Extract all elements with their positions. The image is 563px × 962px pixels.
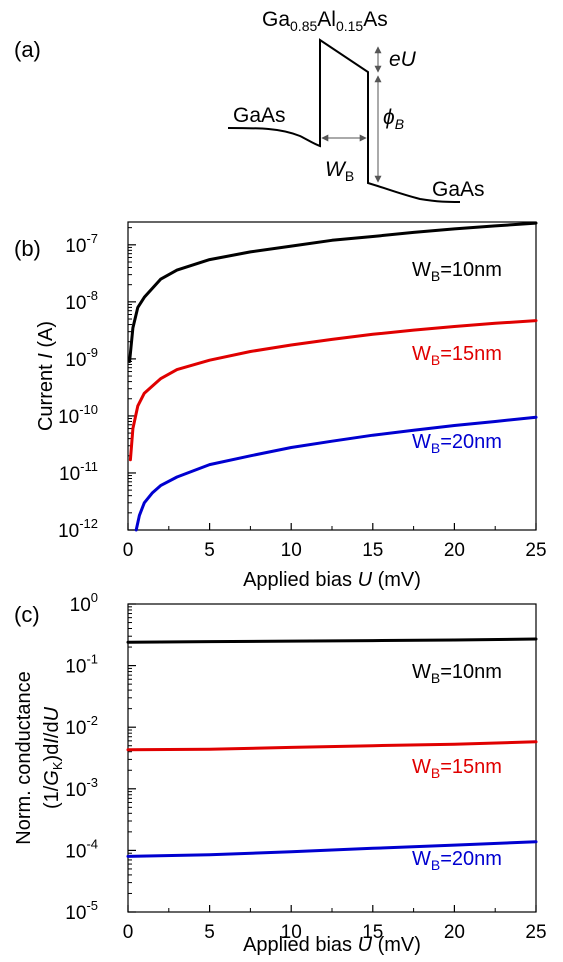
x-tick-label: 20	[444, 540, 465, 561]
conductance-series-labels: WB=10nm WB=15nm WB=20nm	[412, 661, 502, 873]
barrier-material-label: Ga0.85Al0.15As	[262, 8, 388, 34]
conductance-axis-ticks	[127, 603, 537, 913]
y-tick-label: 100	[70, 590, 98, 616]
current-x-tick-labels: 0 5 10 15 20 25	[123, 540, 547, 561]
x-tick-label: 25	[525, 540, 546, 561]
y-tick-label: 10-8	[65, 288, 98, 314]
current-y-axis-title: Current I (A)	[35, 321, 57, 431]
current-x-axis-title: Applied bias U (mV)	[243, 569, 421, 591]
series-label: WB=20nm	[412, 431, 502, 456]
conduction-band-edge	[227, 38, 461, 203]
panel-label-c: (c)	[14, 602, 40, 627]
current-y-tick-labels: 10-12 10-11 10-10 10-9 10-8 10-7	[58, 231, 98, 542]
conductance-x-tick-labels: 0 5 10 15 20 25	[123, 922, 547, 943]
conductance-y-axis-title-line1: Norm. conductance	[13, 671, 35, 844]
y-tick-label: 10-4	[65, 836, 98, 862]
x-tick-label: 0	[123, 540, 134, 561]
current-series-labels: WB=10nm WB=15nm WB=20nm	[412, 259, 502, 456]
current-series	[128, 221, 538, 532]
y-tick-label: 10-5	[65, 898, 98, 924]
y-tick-label: 10-12	[58, 516, 98, 542]
x-tick-label: 20	[444, 922, 465, 943]
current-chart: (b) 0 5 10 15 20 25 10-1210-1110-1010-910-810…	[14, 221, 547, 591]
panel-label-a: (a)	[14, 37, 41, 62]
current-axis-ticks	[127, 227, 537, 531]
x-tick-label: 10	[281, 540, 302, 561]
series-line-20nm	[126, 840, 538, 858]
barrier-width-label: WB	[325, 158, 354, 184]
y-tick-label: 10-1	[65, 652, 98, 678]
series-line-10nm	[126, 637, 538, 644]
series-line-15nm	[126, 740, 538, 752]
series-label: WB=20nm	[412, 848, 502, 873]
conductance-series	[126, 637, 538, 858]
left-material-label: GaAs	[233, 104, 286, 127]
series-line-20nm	[134, 415, 538, 532]
series-line-15nm	[128, 319, 538, 462]
y-tick-label: 10-3	[65, 775, 98, 801]
x-tick-label: 15	[362, 540, 383, 561]
y-tick-label: 10-7	[65, 231, 98, 257]
conductance-y-tick-labels: 10-5 10-4 10-3 10-2 10-1 100	[65, 590, 98, 924]
series-label: WB=15nm	[412, 756, 502, 781]
panel-label-b: (b)	[14, 236, 41, 261]
conductance-x-axis-title: Applied bias U (mV)	[243, 934, 421, 956]
x-tick-label: 25	[525, 922, 546, 943]
y-tick-label: 10-9	[65, 345, 98, 371]
eU-label: eU	[389, 48, 417, 71]
x-tick-label: 0	[123, 922, 134, 943]
y-tick-label: 10-11	[59, 459, 98, 485]
band-diagram: (a) Ga0.85Al0.15As GaAs GaAs eU ϕB WB	[14, 8, 485, 203]
conductance-chart: (c) 0 5 10 15 20 25 10-5 10-4 10-3 10-2 10-1 100 W…	[13, 590, 547, 956]
conductance-y-axis-title-line2: (1/GK)dI/dU	[41, 706, 65, 809]
series-line-10nm	[128, 221, 538, 363]
right-material-label: GaAs	[432, 178, 485, 201]
series-label: WB=10nm	[412, 259, 502, 284]
x-tick-label: 5	[204, 540, 215, 561]
barrier-height-label: ϕB	[383, 106, 404, 132]
series-label: WB=15nm	[412, 343, 502, 368]
series-label: WB=10nm	[412, 661, 502, 686]
y-tick-label: 10-10	[58, 402, 98, 428]
x-tick-label: 5	[204, 922, 215, 943]
y-tick-label: 10-2	[65, 713, 98, 739]
x-tick-label: 10	[281, 922, 302, 943]
x-tick-label: 15	[362, 922, 383, 943]
